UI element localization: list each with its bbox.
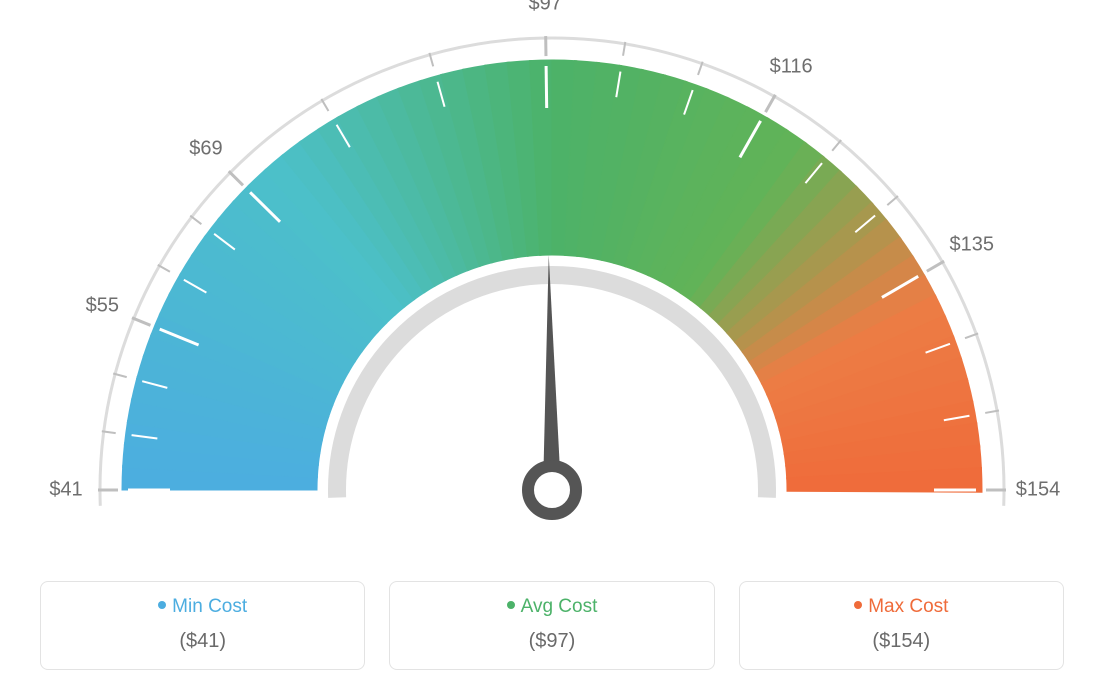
gauge-tick-label: $154 bbox=[1016, 479, 1061, 502]
gauge-tick-label: $97 bbox=[529, 0, 562, 16]
legend-value-min: ($41) bbox=[51, 630, 354, 653]
legend-label-max-text: Max Cost bbox=[868, 596, 948, 617]
gauge-svg bbox=[0, 0, 1104, 560]
legend-label-min: Min Cost bbox=[51, 596, 354, 618]
gauge-tick-label: $55 bbox=[86, 294, 119, 317]
legend-value-avg: ($97) bbox=[400, 630, 703, 653]
gauge-tick-label: $116 bbox=[770, 55, 813, 78]
legend-dot-max bbox=[854, 601, 862, 609]
legend-label-avg-text: Avg Cost bbox=[521, 596, 598, 617]
legend-label-max: Max Cost bbox=[750, 596, 1053, 618]
gauge-tick-label: $41 bbox=[49, 479, 82, 502]
legend-dot-avg bbox=[507, 601, 515, 609]
gauge-tick-label: $69 bbox=[189, 137, 222, 160]
legend-row: Min Cost ($41) Avg Cost ($97) Max Cost (… bbox=[40, 581, 1064, 670]
gauge-tick-label: $135 bbox=[950, 234, 995, 257]
legend-card-max: Max Cost ($154) bbox=[739, 581, 1064, 670]
legend-value-max: ($154) bbox=[750, 630, 1053, 653]
cost-gauge-chart: $41 $55 $69 $97 $116 $135 $154 Min Cost ($41) … bbox=[0, 0, 1104, 690]
legend-card-avg: Avg Cost ($97) bbox=[389, 581, 714, 670]
legend-card-min: Min Cost ($41) bbox=[40, 581, 365, 670]
legend-dot-min bbox=[158, 601, 166, 609]
gauge-area: $41 $55 $69 $97 $116 $135 $154 bbox=[0, 0, 1104, 560]
legend-label-min-text: Min Cost bbox=[172, 596, 247, 617]
legend-label-avg: Avg Cost bbox=[400, 596, 703, 618]
